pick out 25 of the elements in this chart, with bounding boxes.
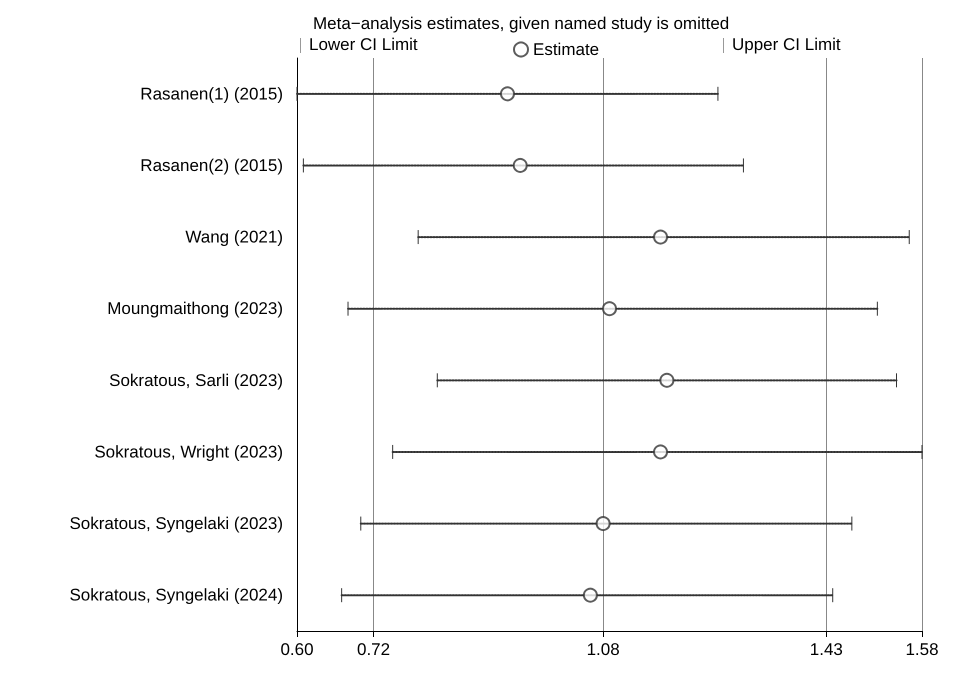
- point: [653, 444, 668, 460]
- y-tick-label: Sokratous, Syngelaki (2024): [69, 586, 283, 605]
- x-tick-label: 1.58: [905, 640, 939, 659]
- point: [659, 372, 674, 388]
- point: [653, 230, 668, 245]
- point: [596, 516, 611, 532]
- y-tick-label: Sokratous, Wright (2023): [94, 442, 283, 462]
- x-tick-label: 1.43: [810, 640, 843, 659]
- point: [500, 86, 515, 102]
- legend-label: Estimate: [533, 40, 600, 59]
- y-tick-label: Sokratous, Syngelaki (2023): [69, 514, 283, 534]
- point: [602, 301, 617, 316]
- text: Lower CI Limit: [309, 35, 418, 55]
- point: [582, 588, 598, 603]
- x-tick-label: 0.72: [356, 640, 390, 659]
- text: Upper CI Limit: [732, 35, 841, 55]
- x-tick-label: 0.60: [280, 640, 314, 659]
- y-tick-label: Rasanen(1) (2015): [140, 84, 283, 104]
- y-tick-label: Rasanen(2) (2015): [140, 156, 283, 175]
- point: [512, 158, 528, 173]
- y-tick-label: Sokratous, Sarli (2023): [109, 370, 283, 390]
- chart-title: Meta−analysis estimates, given named study is omitted: [313, 14, 730, 33]
- x-tick-label: 1.08: [586, 640, 620, 659]
- y-tick-label: Wang (2021): [185, 228, 283, 247]
- y-tick-label: Moungmaithong (2023): [107, 299, 283, 318]
